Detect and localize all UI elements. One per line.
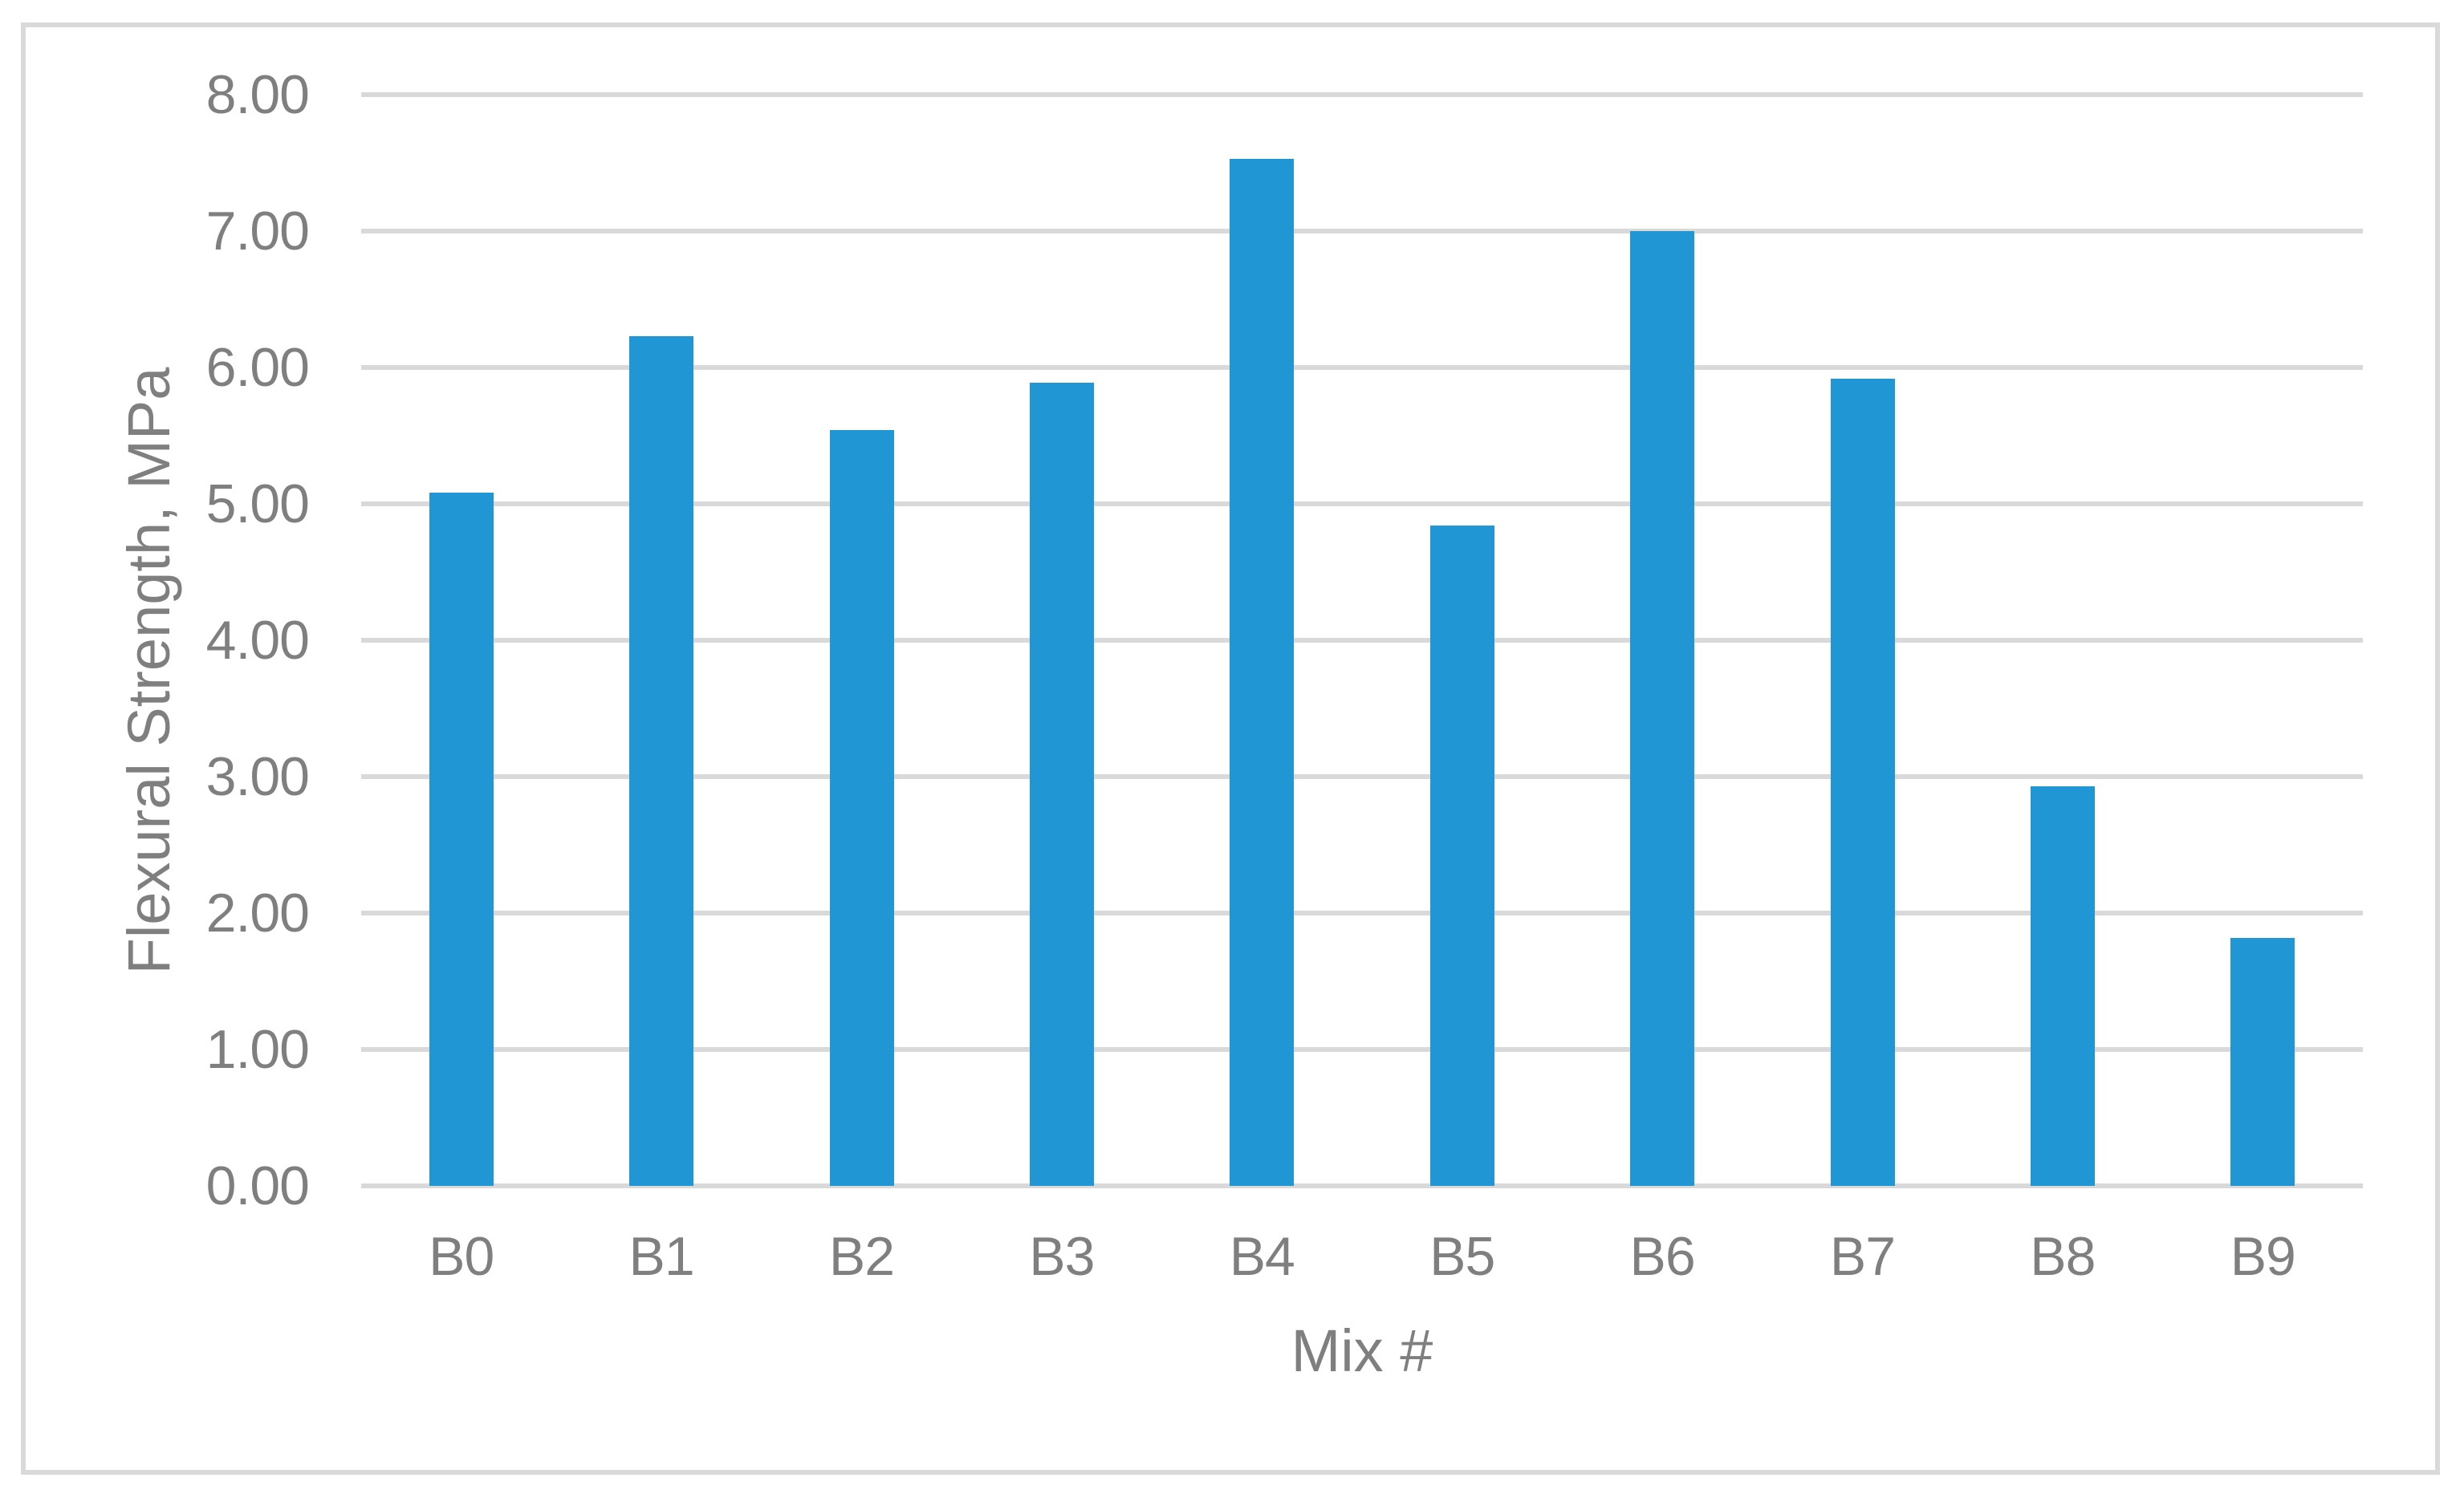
gridline <box>361 501 2363 506</box>
gridline <box>361 229 2363 233</box>
x-tick-label: B7 <box>1829 1226 1896 1287</box>
gridline <box>361 365 2363 370</box>
x-tick-label: B6 <box>1629 1226 1696 1287</box>
gridline <box>361 911 2363 915</box>
x-axis-title: Mix # <box>1291 1317 1433 1384</box>
gridline <box>361 1047 2363 1052</box>
bar-b8 <box>2030 786 2095 1186</box>
bar-b3 <box>1029 382 1094 1186</box>
x-tick-label: B2 <box>828 1226 895 1287</box>
bar-b6 <box>1630 231 1695 1186</box>
x-tick-label: B0 <box>429 1226 494 1287</box>
y-tick-label: 5.00 <box>205 473 310 534</box>
y-tick-label: 6.00 <box>205 337 310 398</box>
bar-b1 <box>629 335 694 1186</box>
y-tick-label: 0.00 <box>205 1155 310 1216</box>
y-tick-label: 7.00 <box>205 201 310 262</box>
y-tick-label: 3.00 <box>205 746 310 807</box>
x-tick-label: B1 <box>628 1226 695 1287</box>
y-axis-title: Flexural Strength, MPa <box>116 367 182 975</box>
bar-b2 <box>829 430 894 1186</box>
chart-border <box>21 22 2440 1475</box>
x-tick-label: B3 <box>1029 1226 1095 1287</box>
gridline <box>361 92 2363 97</box>
bar-b5 <box>1429 526 1494 1186</box>
x-tick-label: B4 <box>1229 1226 1295 1287</box>
gridline <box>361 638 2363 643</box>
y-tick-label: 4.00 <box>205 610 310 671</box>
bar-b9 <box>2230 937 2295 1186</box>
bar-b7 <box>1830 378 1895 1186</box>
bar-b0 <box>429 493 494 1186</box>
x-tick-label: B9 <box>2230 1226 2296 1287</box>
gridline <box>361 1183 2363 1188</box>
y-tick-label: 2.00 <box>205 883 310 944</box>
x-tick-label: B8 <box>2030 1226 2096 1287</box>
gridline <box>361 774 2363 779</box>
bar-b4 <box>1230 158 1295 1186</box>
y-tick-label: 1.00 <box>205 1019 310 1080</box>
x-tick-label: B5 <box>1429 1226 1495 1287</box>
y-tick-label: 8.00 <box>205 64 310 125</box>
